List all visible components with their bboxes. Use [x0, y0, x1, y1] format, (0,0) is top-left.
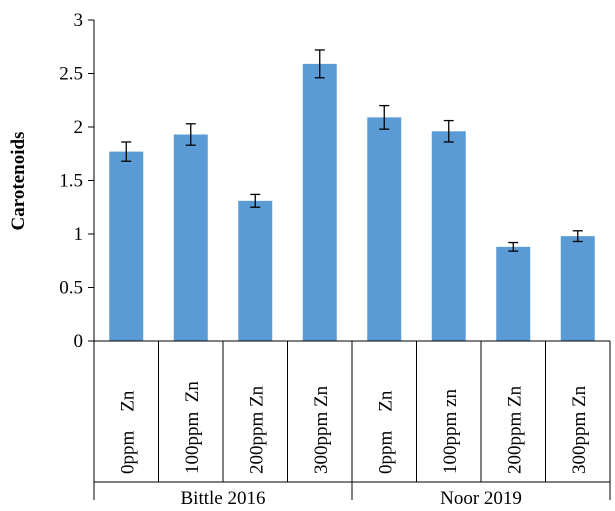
category-label: 200ppm Zn	[246, 385, 267, 474]
error-bar	[314, 49, 325, 79]
bar	[302, 63, 337, 342]
bar	[367, 117, 402, 342]
category-label: 0ppm Zn	[117, 390, 138, 474]
y-tick-label: 1	[74, 224, 84, 245]
error-bar	[250, 193, 261, 208]
error-bar	[379, 104, 390, 130]
category-label: 300ppm Zn	[311, 385, 332, 474]
error-bar	[443, 119, 454, 143]
bars	[109, 63, 595, 342]
category-label: 300ppm Zn	[569, 385, 590, 474]
bar	[560, 236, 595, 341]
error-bars	[121, 49, 583, 252]
bar	[173, 134, 208, 341]
y-tick-label: 2.5	[59, 64, 83, 85]
error-bar	[572, 230, 583, 243]
y-tick-label: 0.5	[59, 278, 83, 299]
category-label: 200ppm Zn	[504, 385, 525, 474]
category-label: 0ppm Zn	[375, 390, 396, 474]
category-labels: 0ppm Zn 100ppm Zn 200ppm Zn 300ppm Zn 0ppm Z…	[117, 381, 590, 474]
bar	[109, 151, 144, 341]
error-bar	[508, 241, 519, 252]
group-label: Noor 2019	[440, 488, 522, 509]
y-tick-label: 1.5	[59, 171, 83, 192]
axes	[93, 20, 611, 500]
category-label: 100ppm zn	[440, 389, 461, 474]
bar	[431, 131, 466, 341]
y-tick-label: 3	[74, 10, 84, 31]
category-label: 100ppm Zn	[182, 381, 203, 474]
bar	[238, 200, 273, 341]
y-axis-label: Carotenoids	[8, 132, 29, 231]
error-bar	[121, 141, 132, 162]
y-axis-ticks: 0 0.5 1 1.5 2 2.5 3	[59, 10, 94, 352]
error-bar	[185, 123, 196, 146]
y-tick-label: 2	[74, 117, 84, 138]
group-label: Bittle 2016	[181, 488, 266, 509]
y-tick-label: 0	[74, 331, 84, 352]
bar	[496, 246, 531, 341]
group-labels: Bittle 2016 Noor 2019	[181, 488, 522, 509]
